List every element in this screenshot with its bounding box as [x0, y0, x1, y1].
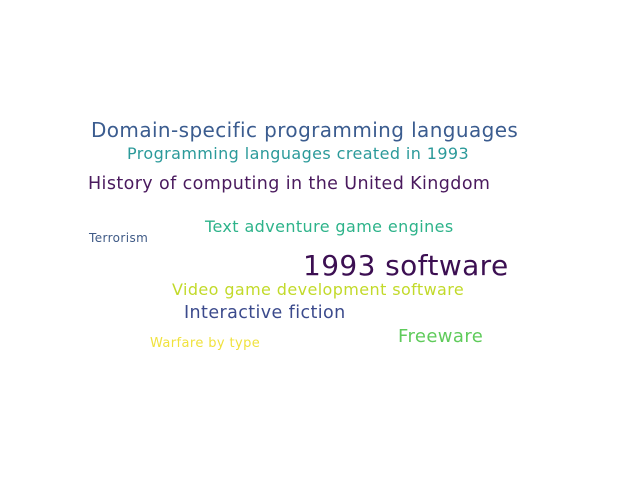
word-interactive-fiction: Interactive fiction [184, 303, 346, 323]
word-programming-languages-created-1993: Programming languages created in 1993 [127, 144, 470, 163]
word-terrorism: Terrorism [89, 231, 149, 245]
word-history-of-computing-uk: History of computing in the United Kingd… [88, 174, 491, 194]
word-video-game-development-software: Video game development software [172, 280, 465, 299]
word-1993-software: 1993 software [303, 249, 509, 282]
word-warfare-by-type: Warfare by type [150, 336, 261, 351]
word-domain-specific-programming-languages: Domain-specific programming languages [91, 118, 519, 142]
word-freeware: Freeware [398, 326, 484, 347]
word-text-adventure-game-engines: Text adventure game engines [205, 217, 454, 236]
